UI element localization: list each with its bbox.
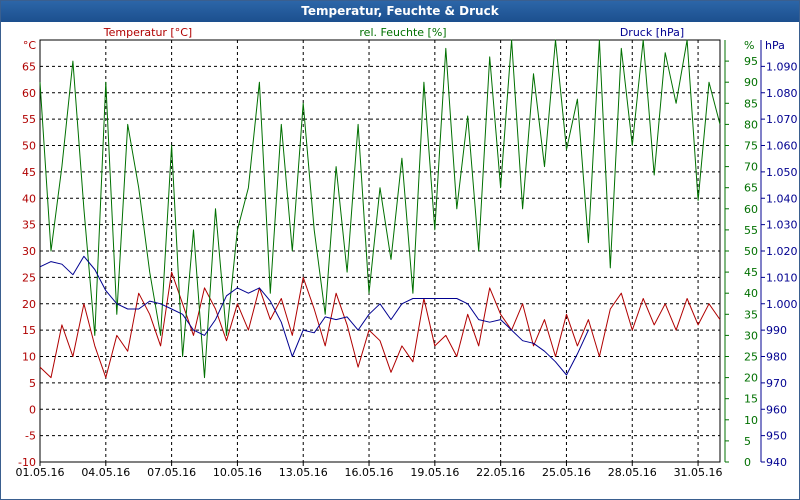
right-axis-2-tick: 1.090 bbox=[766, 60, 798, 73]
legend-temperature: Temperatur [°C] bbox=[103, 26, 192, 39]
right-axis-2-tick: 990 bbox=[766, 324, 787, 337]
right-axis-1-tick: 55 bbox=[744, 224, 758, 237]
right-axis-1-tick: 20 bbox=[744, 372, 758, 385]
right-axis-1-tick: 10 bbox=[744, 414, 758, 427]
series-temperature bbox=[39, 271, 721, 379]
right-axis-1-unit: % bbox=[744, 39, 754, 52]
x-axis-tick: 22.05.16 bbox=[476, 466, 525, 479]
right-axis-1-tick: 90 bbox=[744, 76, 758, 89]
right-axis-1-tick: 15 bbox=[744, 393, 758, 406]
right-axis-2-tick: 1.080 bbox=[766, 87, 798, 100]
left-axis-tick: 5 bbox=[29, 377, 36, 390]
right-axis-1-tick: 0 bbox=[744, 456, 751, 469]
right-axis-2-tick: 950 bbox=[766, 430, 787, 443]
left-axis-tick: 65 bbox=[22, 60, 36, 73]
left-axis-tick: 45 bbox=[22, 166, 36, 179]
grid bbox=[39, 39, 721, 463]
x-axis-tick: 31.05.16 bbox=[674, 466, 723, 479]
right-axis-1-tick: 70 bbox=[744, 161, 758, 174]
right-axis-1-tick: 40 bbox=[744, 287, 758, 300]
x-axis-tick: 01.05.16 bbox=[16, 466, 65, 479]
x-axis-tick: 07.05.16 bbox=[147, 466, 196, 479]
left-axis-tick: 30 bbox=[22, 245, 36, 258]
series-pressure bbox=[39, 255, 589, 376]
x-axis-tick: 13.05.16 bbox=[279, 466, 328, 479]
x-axis-tick: 25.05.16 bbox=[542, 466, 591, 479]
right-axis-2-tick: 970 bbox=[766, 377, 787, 390]
right-axis-2-unit: hPa bbox=[765, 39, 785, 52]
right-axis-1-tick: 45 bbox=[744, 266, 758, 279]
axes: °C -10 -5 0 5 10 15 20 25 30 35 40 45 50 55 60 65% 0 5 10 15… bbox=[16, 39, 798, 479]
left-axis-tick: 60 bbox=[22, 87, 36, 100]
left-axis-tick: 55 bbox=[22, 113, 36, 126]
right-axis-2-tick: 940 bbox=[766, 456, 787, 469]
legend-pressure: Druck [hPa] bbox=[620, 26, 684, 39]
x-axis-tick: 19.05.16 bbox=[410, 466, 459, 479]
x-axis-tick: 10.05.16 bbox=[213, 466, 262, 479]
left-axis-tick: 50 bbox=[22, 140, 36, 153]
right-axis-2-tick: 1.050 bbox=[766, 166, 798, 179]
x-axis-tick: 16.05.16 bbox=[345, 466, 394, 479]
right-axis-2-tick: 1.030 bbox=[766, 219, 798, 232]
right-axis-1-tick: 60 bbox=[744, 203, 758, 216]
right-axis-2-tick: 1.040 bbox=[766, 192, 798, 205]
right-axis-2-tick: 960 bbox=[766, 403, 787, 416]
right-axis-1-tick: 5 bbox=[744, 435, 751, 448]
right-axis-1-tick: 85 bbox=[744, 97, 758, 110]
left-axis-tick: 35 bbox=[22, 219, 36, 232]
left-axis-tick: 0 bbox=[29, 403, 36, 416]
right-axis-1-tick: 25 bbox=[744, 351, 758, 364]
left-axis-tick: 40 bbox=[22, 192, 36, 205]
window-title: Temperatur, Feuchte & Druck bbox=[1, 1, 799, 22]
left-axis-tick: -5 bbox=[25, 430, 36, 443]
right-axis-2-tick: 980 bbox=[766, 351, 787, 364]
left-axis-unit: °C bbox=[23, 39, 37, 52]
left-axis-tick: 20 bbox=[22, 298, 36, 311]
right-axis-1-tick: 75 bbox=[744, 140, 758, 153]
series bbox=[39, 39, 721, 379]
right-axis-2-tick: 1.020 bbox=[766, 245, 798, 258]
right-axis-2-tick: 1.060 bbox=[766, 140, 798, 153]
right-axis-1-tick: 50 bbox=[744, 245, 758, 258]
right-axis-2-tick: 1.070 bbox=[766, 113, 798, 126]
series-humidity bbox=[39, 39, 721, 379]
x-axis-tick: 04.05.16 bbox=[81, 466, 130, 479]
right-axis-2-tick: 1.010 bbox=[766, 271, 798, 284]
right-axis-1-tick: 80 bbox=[744, 118, 758, 131]
right-axis-1-tick: 95 bbox=[744, 55, 758, 68]
x-axis-tick: 28.05.16 bbox=[608, 466, 657, 479]
left-axis-tick: 15 bbox=[22, 324, 36, 337]
left-axis-tick: 10 bbox=[22, 351, 36, 364]
left-axis-tick: -10 bbox=[18, 456, 36, 469]
right-axis-1-tick: 65 bbox=[744, 182, 758, 195]
right-axis-1-tick: 30 bbox=[744, 329, 758, 342]
legend-humidity: rel. Feuchte [%] bbox=[359, 26, 446, 39]
right-axis-1-tick: 35 bbox=[744, 308, 758, 321]
right-axis-2-tick: 1.000 bbox=[766, 298, 798, 311]
left-axis-tick: 25 bbox=[22, 271, 36, 284]
